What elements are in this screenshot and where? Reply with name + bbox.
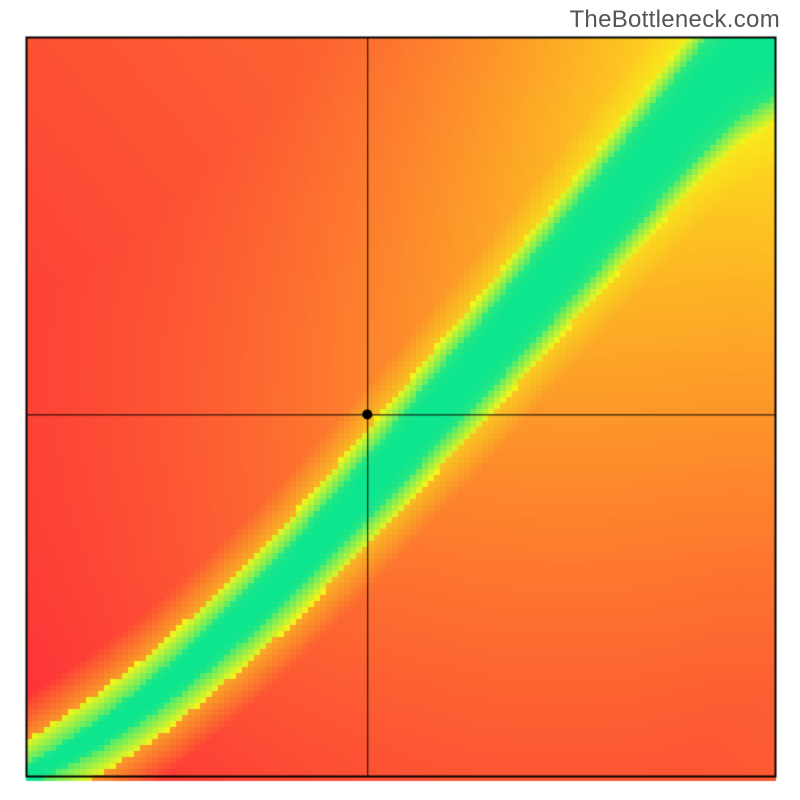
watermark-text: TheBottleneck.com <box>569 6 780 34</box>
bottleneck-heatmap <box>0 0 800 800</box>
